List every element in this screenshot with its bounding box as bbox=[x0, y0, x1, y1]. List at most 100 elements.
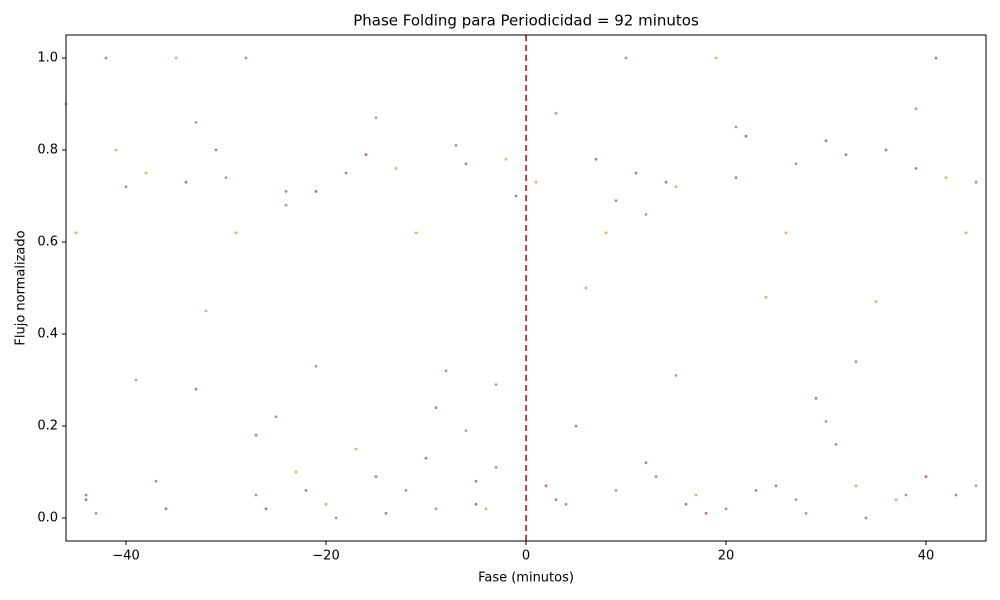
data-point bbox=[794, 498, 798, 501]
data-point bbox=[854, 360, 858, 363]
data-point bbox=[554, 111, 558, 115]
data-point bbox=[634, 171, 638, 175]
data-point bbox=[904, 493, 908, 497]
y-tick-label: 1.0 bbox=[37, 51, 58, 66]
data-point bbox=[474, 502, 478, 506]
data-point bbox=[194, 387, 198, 391]
data-point bbox=[514, 194, 518, 198]
data-point bbox=[314, 364, 318, 368]
data-point bbox=[254, 433, 258, 437]
data-point bbox=[284, 190, 288, 193]
data-point bbox=[544, 484, 548, 488]
data-point bbox=[404, 489, 408, 492]
data-point bbox=[664, 180, 668, 184]
data-point bbox=[594, 157, 598, 161]
data-point bbox=[784, 231, 788, 235]
data-point bbox=[104, 56, 108, 60]
x-axis-label: Fase (minutos) bbox=[478, 571, 574, 586]
data-point bbox=[844, 153, 848, 157]
data-point bbox=[134, 378, 138, 382]
data-point bbox=[644, 213, 648, 216]
data-point bbox=[864, 516, 868, 520]
data-point bbox=[874, 300, 878, 304]
data-point bbox=[204, 309, 208, 313]
data-point bbox=[944, 176, 948, 180]
data-point bbox=[464, 162, 468, 166]
data-point bbox=[534, 180, 538, 184]
data-point bbox=[244, 56, 248, 60]
data-point bbox=[464, 429, 468, 432]
data-point bbox=[814, 397, 818, 400]
data-point bbox=[824, 139, 828, 143]
data-point bbox=[314, 190, 318, 193]
data-point bbox=[924, 475, 928, 478]
data-point bbox=[724, 507, 728, 511]
data-point bbox=[734, 125, 738, 129]
x-tick-label: 40 bbox=[918, 549, 935, 564]
data-point bbox=[914, 107, 918, 110]
data-point bbox=[344, 171, 348, 175]
data-point bbox=[554, 498, 558, 501]
data-point bbox=[174, 56, 178, 60]
data-point bbox=[494, 466, 498, 469]
data-point bbox=[94, 512, 98, 515]
data-point bbox=[564, 502, 568, 506]
data-point bbox=[654, 475, 658, 478]
data-point bbox=[714, 56, 718, 60]
data-point bbox=[764, 295, 768, 299]
data-point bbox=[194, 121, 198, 124]
y-tick-label: 0.2 bbox=[37, 419, 58, 434]
data-point bbox=[954, 493, 958, 497]
x-tick-label: −40 bbox=[112, 549, 139, 564]
x-tick-label: 20 bbox=[718, 549, 735, 564]
data-point bbox=[804, 512, 808, 515]
data-point bbox=[684, 502, 688, 506]
data-point bbox=[834, 443, 838, 446]
data-point bbox=[794, 162, 798, 166]
data-point bbox=[574, 424, 578, 428]
data-point bbox=[164, 507, 168, 511]
data-point bbox=[264, 507, 268, 511]
data-point bbox=[254, 493, 258, 497]
data-point bbox=[334, 516, 338, 520]
data-point bbox=[84, 493, 88, 497]
data-point bbox=[224, 176, 228, 180]
data-point bbox=[374, 116, 378, 120]
data-point bbox=[614, 489, 618, 492]
data-point bbox=[974, 180, 978, 184]
data-point bbox=[474, 479, 478, 483]
data-point bbox=[824, 420, 828, 423]
data-point bbox=[414, 231, 418, 235]
data-point bbox=[754, 489, 758, 492]
data-point bbox=[774, 484, 778, 488]
data-point bbox=[184, 180, 188, 184]
data-point bbox=[74, 231, 78, 235]
data-point bbox=[384, 512, 388, 515]
data-point bbox=[124, 185, 128, 189]
data-point bbox=[624, 56, 628, 60]
data-point bbox=[354, 447, 358, 451]
data-point bbox=[214, 148, 218, 152]
data-point bbox=[284, 203, 288, 207]
data-point bbox=[884, 148, 888, 152]
data-point bbox=[374, 475, 378, 478]
data-point bbox=[644, 461, 648, 465]
data-point bbox=[434, 507, 438, 511]
y-tick-label: 0.4 bbox=[37, 327, 58, 342]
data-point bbox=[914, 167, 918, 170]
data-point bbox=[304, 489, 308, 492]
data-point bbox=[84, 498, 88, 501]
data-point bbox=[604, 231, 608, 235]
data-point bbox=[234, 231, 238, 235]
data-point bbox=[704, 512, 708, 515]
data-point bbox=[744, 134, 748, 138]
y-axis-label: Flujo normalizado bbox=[14, 230, 29, 345]
y-tick-label: 0.0 bbox=[37, 511, 58, 526]
data-point bbox=[974, 484, 978, 488]
x-tick-label: 0 bbox=[522, 549, 530, 564]
y-tick-label: 0.8 bbox=[37, 143, 58, 158]
data-point bbox=[434, 406, 438, 409]
data-point bbox=[444, 369, 448, 373]
